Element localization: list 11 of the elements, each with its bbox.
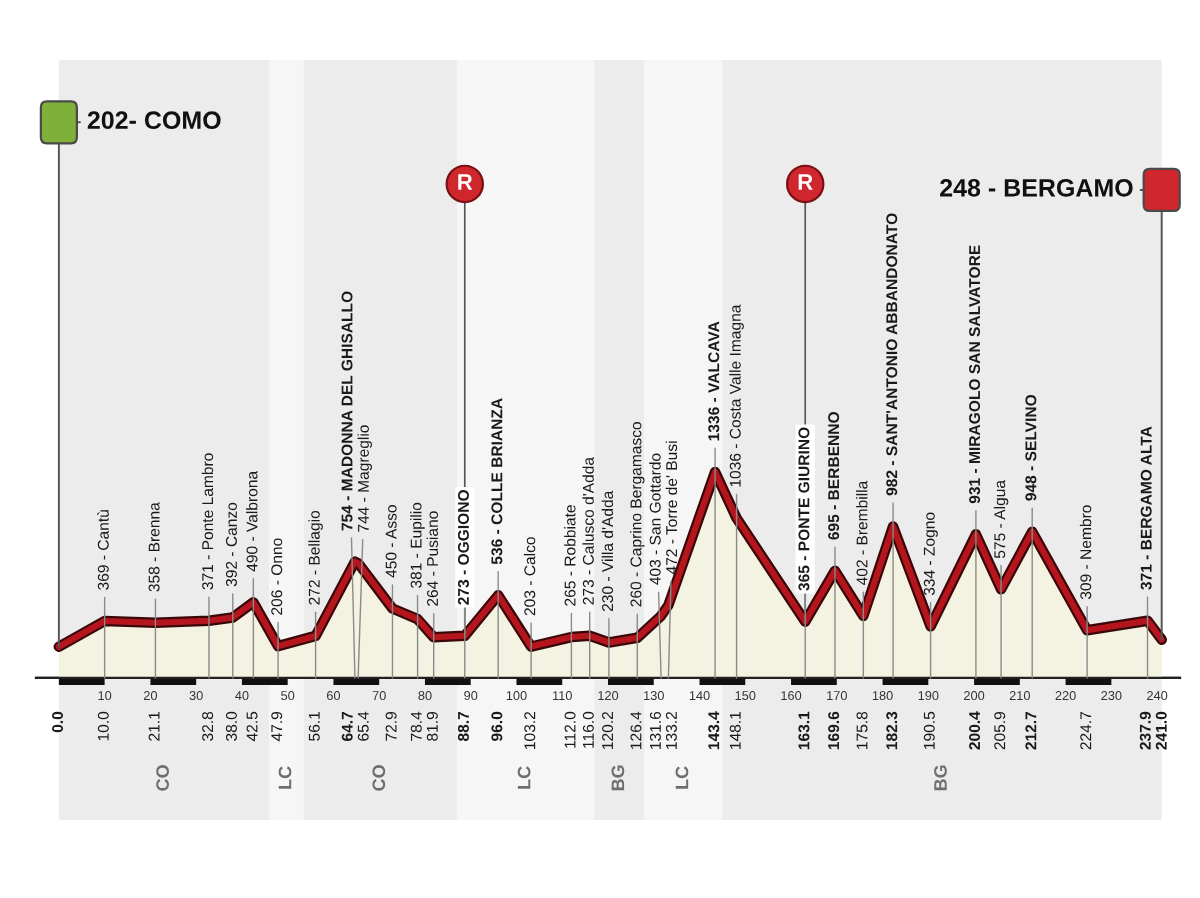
band-label: CO	[156, 765, 169, 791]
band-label: LC	[517, 766, 531, 789]
annotation: R	[798, 174, 813, 190]
band-label: CO	[372, 765, 386, 791]
band-label: LC	[675, 766, 689, 789]
band-label: BG	[934, 765, 947, 791]
band-label: LC	[278, 766, 292, 789]
annotation: R	[458, 174, 473, 190]
annotation: 202- COMO	[87, 111, 221, 130]
annotation: 248 - BERGAMO	[940, 178, 1133, 197]
band-label: BG	[611, 765, 625, 791]
